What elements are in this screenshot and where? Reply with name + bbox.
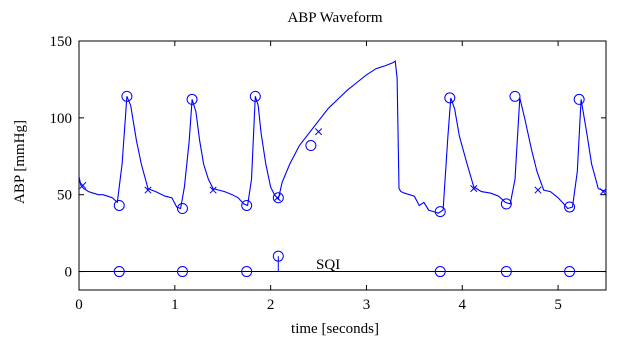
sqi-circle-marker <box>434 266 446 278</box>
sqi-circle-marker <box>113 266 125 278</box>
beat-circle-marker <box>573 93 585 105</box>
x-tick-label: 0 <box>75 297 83 313</box>
beat-circle-marker <box>305 140 317 152</box>
beat-circle-marker <box>500 198 512 210</box>
beat-circle-marker <box>186 93 198 105</box>
x-tick-label: 1 <box>171 297 179 313</box>
beat-circle-marker <box>176 203 188 215</box>
y-tick-label: 50 <box>57 188 72 204</box>
plot-frame <box>78 40 607 291</box>
y-tick-label: 150 <box>50 34 73 50</box>
beat-circle-marker <box>564 201 576 213</box>
beat-x-marker <box>79 181 87 190</box>
beat-x-marker <box>470 185 478 193</box>
beat-x-marker <box>144 186 152 194</box>
beat-circle-marker <box>444 92 456 104</box>
y-tick-label: 0 <box>65 265 73 281</box>
beat-circle-marker <box>434 206 446 218</box>
beat-x-marker <box>209 186 217 194</box>
y-tick-label: 100 <box>50 111 73 127</box>
sqi-circle-marker <box>564 266 576 278</box>
sqi-circle-marker <box>272 250 284 262</box>
x-tick-label: 4 <box>459 297 467 313</box>
beat-circle-marker <box>272 192 284 204</box>
sqi-annotation: SQI <box>316 257 340 273</box>
beat-circle-marker <box>241 199 253 211</box>
beat-x-marker <box>314 128 323 136</box>
x-axis-label: time [seconds] <box>291 321 379 337</box>
beat-circle-marker <box>113 199 125 211</box>
abp-waveform-line <box>78 59 607 214</box>
chart-title: ABP Waveform <box>287 10 382 26</box>
x-tick-label: 3 <box>363 297 371 313</box>
sqi-circle-marker <box>500 266 512 278</box>
sqi-circle-marker <box>176 266 188 278</box>
beat-x-marker <box>599 188 607 196</box>
beat-circle-marker <box>509 90 521 102</box>
y-axis-label: ABP [mmHg] <box>12 120 28 204</box>
x-tick-label: 5 <box>554 297 562 313</box>
beat-x-marker <box>273 194 281 202</box>
beat-circle-marker <box>249 90 261 102</box>
beat-circle-marker <box>121 90 133 102</box>
sqi-circle-marker <box>241 266 253 278</box>
beat-x-marker <box>534 186 542 194</box>
x-tick-label: 2 <box>267 297 275 313</box>
